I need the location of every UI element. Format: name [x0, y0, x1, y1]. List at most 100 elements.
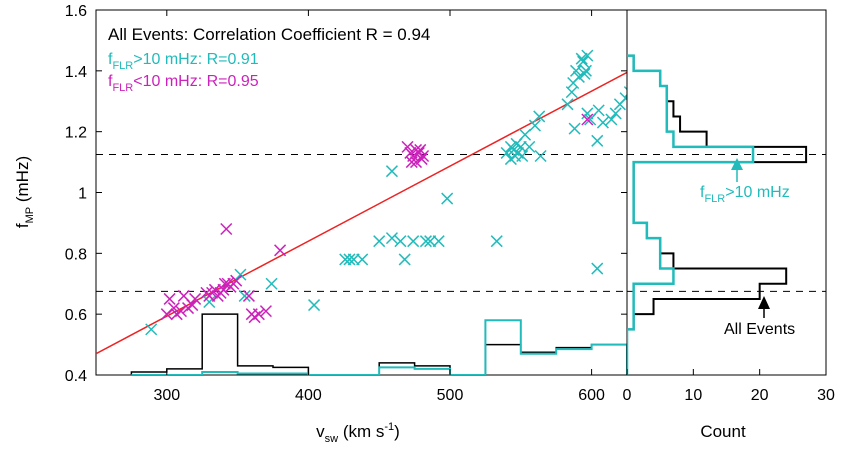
scatter-point-high [441, 192, 454, 205]
main-panel: 300 400 500 600 0.4 0.6 0.8 1 1.2 1.4 1.6 All Eve… [13, 3, 642, 445]
scatter-point-high [579, 64, 592, 77]
y-tick-label: 0.8 [65, 246, 87, 263]
fit-line [96, 71, 627, 355]
scatter-point-high [343, 253, 356, 266]
side-plot-frame [626, 9, 827, 376]
x-tick-label: 500 [437, 387, 464, 404]
scatter-point-high [609, 107, 622, 120]
scatter-point-low [220, 222, 233, 236]
scatter-point-high [516, 149, 529, 163]
fit-line-group [96, 71, 627, 355]
side-panel: 0 10 20 30 fFLR>10 mHz All Events Count [623, 9, 835, 441]
side-x-tick-label: 20 [751, 387, 769, 404]
scatter-point-high [591, 134, 604, 147]
scatter-point-high [629, 81, 640, 92]
side-annotation-all-events: All Events [724, 321, 795, 338]
scatter-point-high [385, 165, 398, 178]
scatter-point-low [167, 302, 180, 315]
annotation-low-frequency: fFLR<10 mHz: R=0.95 [108, 73, 259, 94]
scatter-point-low [174, 305, 187, 318]
bottom-histogram-all [130, 313, 627, 375]
scatter-point-high [265, 277, 278, 290]
side-histogram [627, 54, 808, 375]
scatter-point-high [596, 116, 609, 129]
scatter-point-low [405, 156, 418, 169]
scatter-point-low [163, 292, 176, 305]
side-annotation-high-frequency: fFLR>10 mHz [700, 184, 790, 205]
scatter-point-high [577, 55, 590, 68]
scatter-point-low [208, 283, 221, 296]
y-tick-label: 0.4 [65, 368, 87, 385]
scatter-point-high [419, 235, 432, 248]
scatter-point-high [575, 52, 588, 65]
scatter-point-low [218, 277, 231, 290]
scatter-point-high [432, 235, 445, 248]
scatter-point-high [581, 49, 594, 62]
scatter-point-low [415, 153, 428, 166]
scatter-point-high [203, 295, 216, 309]
scatter-point-low [252, 308, 265, 321]
scatter-point-high [568, 122, 581, 135]
scatter-point-high [500, 146, 513, 159]
y-axis-label-group: fMP (mHz) [13, 156, 36, 228]
scatter-point-high [519, 128, 532, 141]
scatter-point-high [561, 98, 574, 111]
annotation-all-events: All Events: Correlation Coefficient R = … [108, 25, 430, 44]
scatter-point-low [242, 289, 255, 302]
side-x-axis-label: Count [700, 422, 746, 441]
scatter-point-high [528, 119, 541, 132]
side-x-tick-label: 10 [684, 387, 702, 404]
bottom-histogram-high [131, 319, 627, 375]
scatter-point-low [259, 305, 272, 318]
scatter-point-high [238, 289, 251, 302]
scatter-point-low [401, 140, 414, 153]
x-tick-label: 400 [295, 387, 322, 404]
scatter-point-high [605, 113, 618, 126]
scatter-point-high [591, 262, 604, 275]
x-axis-ticks: 300 400 500 600 [153, 10, 605, 404]
side-histogram-high [627, 54, 755, 375]
scatter-point-high [592, 104, 605, 117]
y-axis-ticks: 0.4 0.6 0.8 1 1.2 1.4 1.6 [65, 3, 627, 385]
scatter-point-high [504, 153, 517, 166]
y-tick-label: 0.6 [65, 307, 87, 324]
scatter-point-low [230, 274, 243, 287]
scatter-point-low [581, 113, 594, 126]
scatter-point-high [234, 268, 247, 281]
y-tick-label: 1.4 [65, 64, 87, 81]
x-axis-label: vsw (km s-1) [316, 421, 400, 445]
scatter-point-high [631, 71, 642, 82]
scatter-point-high [385, 232, 398, 245]
x-tick-label: 600 [578, 387, 605, 404]
scatter-point-high [407, 235, 420, 248]
scatter-point-low [189, 292, 202, 305]
scatter-point-high [623, 86, 627, 99]
side-reference-lines [627, 153, 826, 292]
x-tick-label: 300 [153, 387, 180, 404]
scatter-point-high [523, 140, 536, 153]
annotation-high-frequency: fFLR>10 mHz: R=0.91 [108, 51, 259, 72]
scatter-point-high [356, 253, 369, 266]
bottom-histogram [130, 313, 627, 375]
scatter-point-low [274, 244, 287, 257]
scatter-point-high [394, 235, 407, 248]
arrow-to-high-peak [731, 158, 743, 182]
y-tick-label: 1.2 [65, 125, 87, 142]
scatter-point-high [347, 253, 360, 266]
scatter-point-high [533, 110, 546, 123]
scatter-point-high [308, 299, 321, 312]
scatter-point-high [581, 107, 594, 120]
scatter-point-high [569, 64, 583, 77]
side-x-axis-ticks: 0 10 20 30 [623, 369, 835, 404]
scatter-point-high [619, 92, 627, 105]
scatter-point-high [490, 235, 503, 248]
scatter-point-high [339, 253, 352, 266]
scatter-point-high [534, 149, 547, 163]
reference-lines [96, 153, 627, 292]
scatter-point-low [186, 299, 199, 312]
arrow-to-all-peak [758, 296, 770, 318]
scatter-point-high [398, 253, 411, 266]
y-tick-label: 1 [78, 186, 87, 203]
y-tick-label: 1.6 [65, 3, 87, 20]
